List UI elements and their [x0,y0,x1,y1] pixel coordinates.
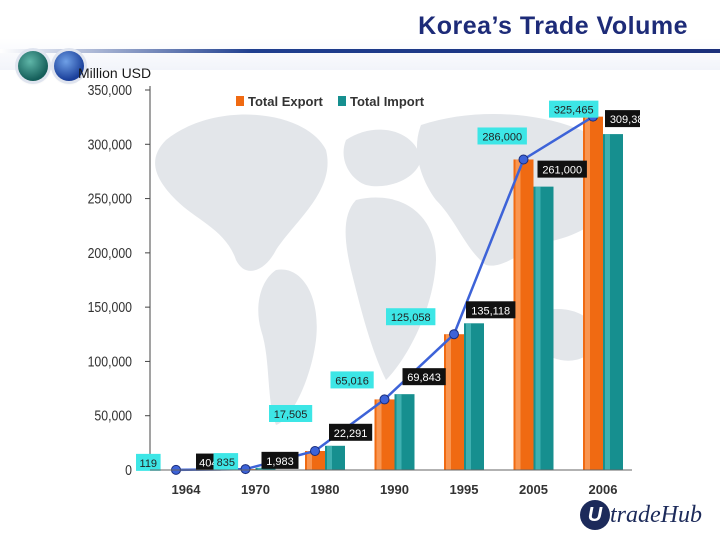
x-axis: 1964 1970 1980 1990 1995 2005 2006 [150,469,632,497]
import-value-label-bg [329,423,373,441]
brand-name: tradeHub [610,502,702,528]
y-tick-label: 100,000 [88,353,133,369]
y-tick-label: 250,000 [88,190,133,206]
legend: Total Export Total Import [236,94,425,109]
x-tick-label: 2005 [519,482,548,497]
decorative-circles [16,50,96,82]
trend-point [518,154,529,165]
export-value-label: 125,058 [391,312,431,324]
blue-circle-icon [54,51,84,81]
map-shape-0 [155,114,328,271]
import-bar-highlight [396,394,402,470]
trend-line [171,111,598,475]
x-tick-label: 1970 [241,482,270,497]
teal-circle-icon [18,51,48,81]
unit-label: Million USD [78,65,152,81]
y-tick-label: 50,000 [94,408,132,424]
y-tick-label: 350,000 [88,82,133,98]
x-tick-label: 2006 [589,482,618,497]
import-bar-highlight [466,323,471,470]
title-rule [0,49,720,53]
import-value-label-bg [466,301,516,319]
trend-point [310,445,320,456]
legend-swatch [236,96,244,106]
export-value-label: 65,016 [335,375,369,387]
export-value-label: 286,000 [482,131,522,143]
import-value-label: 135,118 [471,305,510,317]
chart-area: 0 50,000 100,000 150,000 200,000 250,000 300,0… [76,80,640,520]
export-value-label: 17,505 [274,409,308,421]
world-map-background [155,113,623,425]
y-axis: 0 50,000 100,000 150,000 200,000 250,000 300,0… [88,82,151,478]
import-value-label: 22,291 [334,428,368,440]
map-shape-3 [345,197,436,380]
legend-label: Total Import [350,94,425,109]
import-value-label: 261,000 [542,165,582,177]
x-tick-label: 1964 [172,482,202,497]
y-tick-label: 200,000 [88,245,133,261]
y-tick-label: 150,000 [88,299,133,315]
export-value-label: 835 [217,457,235,469]
import-bar-highlight [257,467,263,470]
export-bar-highlight [376,399,382,470]
import-value-label-bg [605,110,640,128]
import-value-label: 309,383 [610,114,640,126]
import-value-label-bg [261,451,299,469]
import-value-label-bg [537,160,587,178]
export-value-label-bg [269,404,313,422]
export-value-label-bg [330,371,374,389]
trend-point [449,329,459,340]
export-value-label: 325,465 [554,105,594,117]
export-value-label-bg [477,127,527,145]
export-value-label-bg [213,453,239,471]
trade-volume-chart: 0 50,000 100,000 150,000 200,000 250,000 300,0… [88,82,640,497]
import-value-label: 404 [199,458,217,470]
export-value-label-bg [386,308,436,326]
import-bar [255,467,276,470]
x-tick-label: 1990 [380,482,409,497]
legend-label: Total Export [248,94,324,109]
x-tick-label: 1995 [450,482,479,497]
export-bar-highlight [446,334,451,470]
export-value-label-bg [136,453,161,471]
import-value-label: 1,983 [266,456,294,468]
trend-point [379,394,390,405]
y-tick-label: 300,000 [88,136,133,152]
page-title: Korea’s Trade Volume [418,12,688,40]
data-labels: 119 404 835 1,983 17,505 22,291 65,016 69,843 12… [136,100,640,471]
export-bar-highlight [585,116,590,470]
import-value-label: 69,843 [407,372,441,384]
title-bar: Korea’s Trade Volume [0,0,720,70]
import-bar-highlight [535,186,541,470]
map-shape-2 [343,129,421,187]
trend-point [240,464,251,475]
export-bar-highlight [307,450,312,470]
map-shape-1 [258,269,317,425]
export-value-label: 119 [140,458,158,470]
bars [166,116,623,471]
import-bar-highlight [327,445,332,470]
legend-swatch [338,96,346,106]
x-tick-label: 1980 [311,482,340,497]
brand-mark-icon: U [580,500,610,530]
brand-logo: U tradeHub [580,498,706,532]
import-bar-highlight [605,134,610,470]
export-value-label-bg [549,100,599,118]
import-value-label-bg [402,368,446,386]
export-bar-highlight [515,159,521,470]
y-tick-label: 0 [125,462,132,478]
